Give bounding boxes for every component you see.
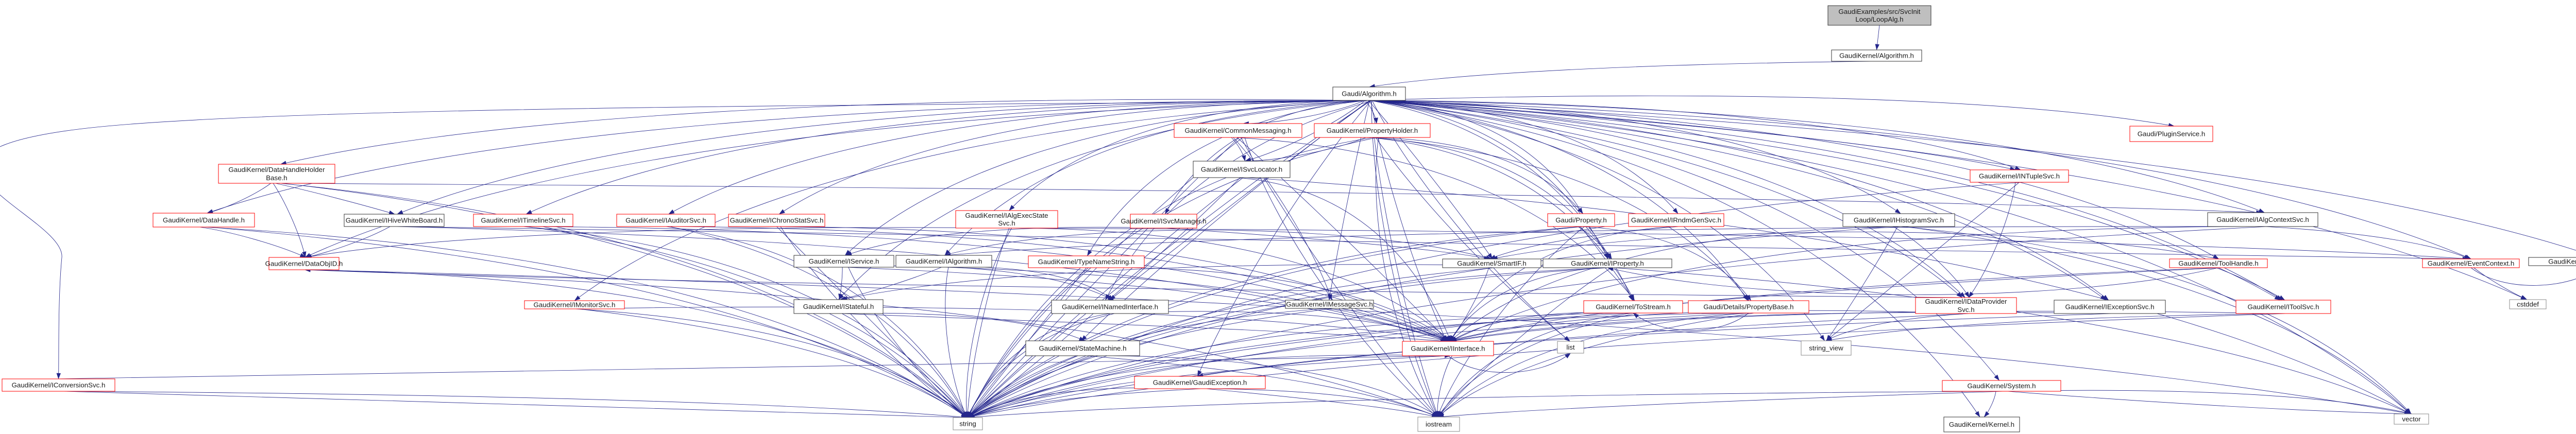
svg-text:GaudiKernel/ISvcManager.h: GaudiKernel/ISvcManager.h — [1121, 217, 1206, 225]
svg-text:GaudiKernel/INamedInterface.h: GaudiKernel/INamedInterface.h — [1062, 303, 1158, 311]
svg-text:GaudiKernel/IConversionSvc.h: GaudiKernel/IConversionSvc.h — [12, 381, 106, 389]
svg-text:Gaudi/PluginService.h: Gaudi/PluginService.h — [2138, 130, 2206, 138]
svg-text:GaudiKernel/CommonMessaging.h: GaudiKernel/CommonMessaging.h — [1185, 127, 1292, 134]
svg-text:GaudiKernel/IMonitorSvc.h: GaudiKernel/IMonitorSvc.h — [534, 301, 616, 309]
svg-text:GaudiKernel/ISvcLocator.h: GaudiKernel/ISvcLocator.h — [1201, 166, 1282, 173]
svg-text:string: string — [959, 420, 976, 428]
svg-text:GaudiKernel/IExceptionSvc.h: GaudiKernel/IExceptionSvc.h — [2065, 303, 2155, 311]
svg-text:vector: vector — [2402, 415, 2421, 423]
svg-text:GaudiKernel/IProperty.h: GaudiKernel/IProperty.h — [1571, 259, 1644, 267]
svg-text:GaudiKernel/IInterface.h: GaudiKernel/IInterface.h — [1411, 345, 1485, 353]
svg-text:GaudiKernel/EventContext.h: GaudiKernel/EventContext.h — [2428, 259, 2515, 267]
svg-text:GaudiKernel/ToStream.h: GaudiKernel/ToStream.h — [1596, 303, 1671, 311]
svg-text:GaudiKernel/ThreadLocalContext: GaudiKernel/ThreadLocalContext.h — [2548, 258, 2576, 266]
svg-text:Svc.h: Svc.h — [1957, 306, 1974, 314]
svg-text:string_view: string_view — [1809, 344, 1843, 352]
svg-text:Gaudi/Details/PropertyBase.h: Gaudi/Details/PropertyBase.h — [1703, 303, 1793, 311]
svg-text:iostream: iostream — [1426, 421, 1452, 428]
svg-text:GaudiKernel/System.h: GaudiKernel/System.h — [1967, 382, 2036, 390]
svg-text:cstddef: cstddef — [2517, 301, 2539, 308]
svg-text:GaudiKernel/StateMachine.h: GaudiKernel/StateMachine.h — [1039, 344, 1126, 352]
svg-text:GaudiKernel/ToolHandle.h: GaudiKernel/ToolHandle.h — [2178, 259, 2258, 267]
svg-text:GaudiKernel/GaudiException.h: GaudiKernel/GaudiException.h — [1153, 379, 1247, 387]
svg-text:Loop/LoopAlg.h: Loop/LoopAlg.h — [1855, 15, 1903, 23]
svg-text:GaudiKernel/DataHandleHolder: GaudiKernel/DataHandleHolder — [228, 166, 325, 173]
svg-text:GaudiKernel/IDataProvider: GaudiKernel/IDataProvider — [1925, 298, 2007, 305]
svg-text:GaudiKernel/IHistogramSvc.h: GaudiKernel/IHistogramSvc.h — [1854, 216, 1944, 224]
svg-text:list: list — [1566, 343, 1575, 351]
svg-text:GaudiKernel/IChronoStatSvc.h: GaudiKernel/IChronoStatSvc.h — [730, 217, 824, 224]
svg-text:GaudiKernel/IService.h: GaudiKernel/IService.h — [809, 257, 879, 265]
svg-text:Base.h: Base.h — [266, 174, 287, 182]
svg-text:GaudiKernel/Kernel.h: GaudiKernel/Kernel.h — [1949, 421, 2014, 428]
svg-text:GaudiKernel/IAuditorSvc.h: GaudiKernel/IAuditorSvc.h — [625, 217, 706, 224]
svg-text:Svc.h: Svc.h — [998, 219, 1015, 227]
svg-text:GaudiKernel/DataHandle.h: GaudiKernel/DataHandle.h — [163, 216, 245, 224]
svg-text:GaudiKernel/SmartIF.h: GaudiKernel/SmartIF.h — [1457, 259, 1527, 267]
svg-text:GaudiKernel/DataObjID.h: GaudiKernel/DataObjID.h — [265, 260, 343, 268]
svg-text:GaudiKernel/IAlgContextSvc.h: GaudiKernel/IAlgContextSvc.h — [2216, 216, 2309, 223]
svg-text:GaudiKernel/IMessageSvc.h: GaudiKernel/IMessageSvc.h — [1286, 301, 1373, 308]
svg-text:Gaudi/Algorithm.h: Gaudi/Algorithm.h — [1342, 90, 1396, 98]
svg-text:GaudiKernel/IToolSvc.h: GaudiKernel/IToolSvc.h — [2248, 303, 2319, 311]
svg-text:GaudiKernel/IStateful.h: GaudiKernel/IStateful.h — [803, 303, 874, 310]
svg-text:GaudiKernel/IAlgExecState: GaudiKernel/IAlgExecState — [965, 212, 1048, 219]
svg-text:GaudiKernel/TypeNameString.h: GaudiKernel/TypeNameString.h — [1038, 258, 1135, 266]
svg-text:GaudiKernel/Algorithm.h: GaudiKernel/Algorithm.h — [1839, 52, 1914, 60]
svg-text:GaudiKernel/IHiveWhiteBoard.h: GaudiKernel/IHiveWhiteBoard.h — [346, 217, 443, 224]
svg-text:Gaudi/Property.h: Gaudi/Property.h — [1555, 216, 1607, 224]
svg-text:GaudiKernel/IRndmGenSvc.h: GaudiKernel/IRndmGenSvc.h — [1631, 216, 1721, 224]
svg-text:GaudiKernel/IAlgorithm.h: GaudiKernel/IAlgorithm.h — [906, 257, 982, 265]
svg-text:GaudiKernel/INTupleSvc.h: GaudiKernel/INTupleSvc.h — [1979, 172, 2060, 180]
svg-text:GaudiKernel/ITimelineSvc.h: GaudiKernel/ITimelineSvc.h — [481, 217, 565, 224]
svg-text:GaudiKernel/PropertyHolder.h: GaudiKernel/PropertyHolder.h — [1327, 127, 1418, 134]
svg-text:GaudiExamples/src/SvcInit: GaudiExamples/src/SvcInit — [1839, 8, 1921, 15]
